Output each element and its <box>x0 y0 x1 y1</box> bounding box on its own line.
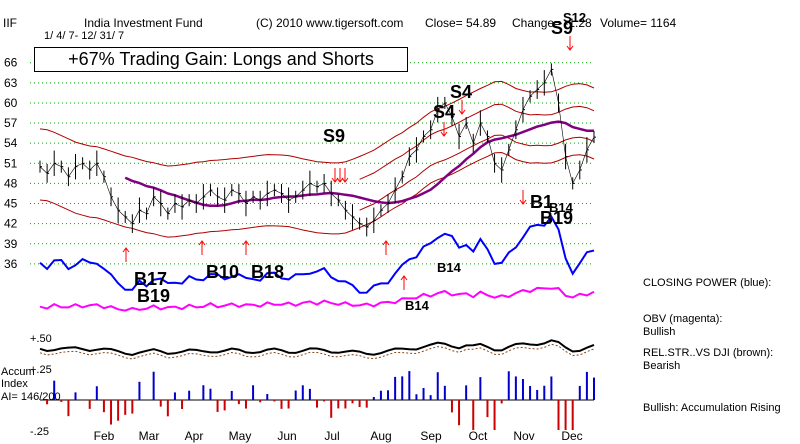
y-tick-label: 42 <box>4 217 18 231</box>
y-tick-label: 60 <box>4 96 18 110</box>
change-value: Change= -1.28 <box>512 16 592 30</box>
signal-label: B14 <box>405 298 430 313</box>
month-label: May <box>229 429 252 443</box>
signal-label: B17 <box>134 269 167 289</box>
y-tick-label: 36 <box>4 257 18 271</box>
fund-name: India Investment Fund <box>84 16 203 30</box>
buy-arrowhead <box>198 240 206 246</box>
y-tick-label: 48 <box>4 176 18 190</box>
sell-arrowhead <box>336 177 344 183</box>
obv-title: OBV (magenta): <box>643 313 723 325</box>
bands <box>39 80 595 238</box>
signal-label: B18 <box>251 262 284 282</box>
accum-minus25: -.25 <box>30 426 49 438</box>
inner-upper-band <box>359 103 595 180</box>
accumulation-index-panel <box>40 371 595 430</box>
signal-label: S9 <box>551 18 573 38</box>
accum-title-1: Accum <box>1 366 35 378</box>
y-tick-label: 51 <box>4 156 18 170</box>
y-tick-label: 45 <box>4 197 18 211</box>
buy-arrowhead <box>242 240 250 246</box>
month-label: Feb <box>94 429 115 443</box>
signal-label: S9 <box>323 126 345 146</box>
signal-label: B1 <box>530 192 553 212</box>
month-label: Dec <box>561 429 582 443</box>
month-label: Aug <box>370 429 391 443</box>
accum-title-2: Index <box>1 378 28 390</box>
y-tick-label: 63 <box>4 76 18 90</box>
x-axis-months: Feb Mar Apr May Jun Jul Aug Sep Oct Nov Dec <box>94 429 583 443</box>
sell-arrowhead <box>440 131 448 137</box>
month-label: Sep <box>420 429 442 443</box>
accum-plus50: +.50 <box>30 333 52 345</box>
month-label: Mar <box>139 429 160 443</box>
indicator-lines <box>39 215 595 360</box>
sell-arrowhead <box>566 45 574 51</box>
month-label: Oct <box>469 429 488 443</box>
obv-line <box>39 286 595 312</box>
signal-label: S4 <box>450 82 472 102</box>
buy-arrowhead <box>382 240 390 246</box>
month-label: Apr <box>185 429 204 443</box>
month-label: Jul <box>324 429 339 443</box>
signal-label: B19 <box>540 208 573 228</box>
sell-arrowhead <box>341 177 349 183</box>
accum-ai: AI= 146/200 <box>1 391 61 403</box>
signal-label: B14 <box>437 260 462 275</box>
accum-status: Bullish: Accumulation Rising <box>643 402 781 414</box>
month-label: Nov <box>513 429 534 443</box>
month-label: Jun <box>277 429 296 443</box>
closing-power-label: CLOSING POWER (blue): <box>643 277 772 289</box>
obv-status: Bullish <box>643 326 676 338</box>
volume-value: Volume= 1164 <box>600 16 677 30</box>
moving-average <box>124 120 594 208</box>
price-line <box>39 68 595 228</box>
signal-label: S4 <box>433 102 455 122</box>
relstr-ma-line <box>39 343 595 360</box>
close-value: Close= 54.89 <box>425 16 497 30</box>
price-bars <box>39 63 596 237</box>
headline-box: +67% Trading Gain: Longs and Shorts <box>34 47 408 72</box>
y-tick-label: 66 <box>4 56 18 70</box>
date-range: 1/ 4/ 7- 12/ 31/ 7 <box>44 30 125 42</box>
buy-arrowhead <box>122 247 130 253</box>
signal-label: S12 <box>563 10 586 25</box>
sell-arrowhead <box>331 177 339 183</box>
inner-lower-band <box>359 134 595 211</box>
accum-plus25: +.25 <box>30 364 52 376</box>
signal-label: B14 <box>549 200 574 215</box>
signal-label: B19 <box>137 286 170 306</box>
y-tick-label: 39 <box>4 237 18 251</box>
y-tick-label: 57 <box>4 116 18 130</box>
relstr-status: Bearish <box>643 360 681 372</box>
signal-label: B10 <box>206 262 239 282</box>
sell-arrowhead <box>519 199 527 205</box>
relstr-title: REL.STR..VS DJI (brown): <box>643 347 774 359</box>
symbol-label: IIF <box>3 16 17 30</box>
closing-power-line <box>39 215 595 294</box>
upper-band <box>39 80 595 167</box>
sell-arrowhead <box>458 109 466 115</box>
gridlines <box>30 62 594 265</box>
copyright-text: (C) 2010 www.tigersoft.com <box>256 16 404 30</box>
y-axis-ticks: 66 63 60 57 54 51 48 45 42 39 36 <box>4 56 18 271</box>
buy-arrowhead <box>400 275 408 281</box>
y-tick-label: 54 <box>4 136 18 150</box>
relstr-line <box>39 339 595 357</box>
